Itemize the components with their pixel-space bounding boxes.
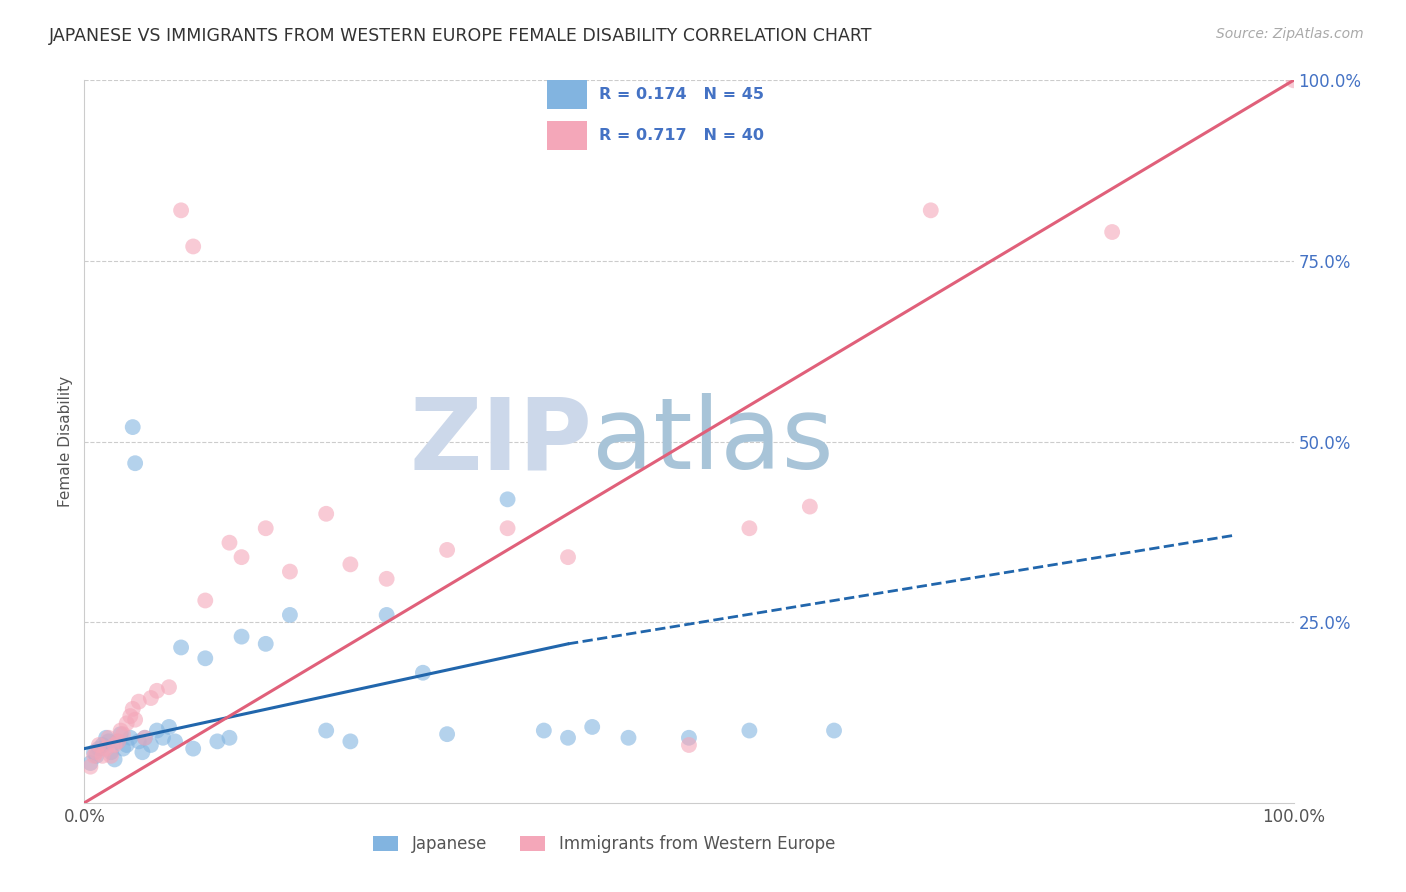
- Point: [207, 734, 229, 748]
- Text: R = 0.717   N = 40: R = 0.717 N = 40: [599, 128, 765, 143]
- Point: [278, 607, 301, 622]
- Point: [339, 558, 361, 572]
- Point: [278, 565, 301, 579]
- Point: [436, 727, 458, 741]
- Point: [97, 734, 120, 748]
- Point: [254, 521, 277, 535]
- Point: [738, 723, 761, 738]
- Point: [94, 741, 117, 756]
- Point: [738, 521, 761, 535]
- Legend: Japanese, Immigrants from Western Europe: Japanese, Immigrants from Western Europe: [367, 828, 842, 860]
- Point: [104, 752, 127, 766]
- Point: [134, 731, 156, 745]
- Point: [315, 723, 337, 738]
- Text: JAPANESE VS IMMIGRANTS FROM WESTERN EUROPE FEMALE DISABILITY CORRELATION CHART: JAPANESE VS IMMIGRANTS FROM WESTERN EURO…: [49, 27, 873, 45]
- Point: [231, 550, 253, 565]
- Point: [823, 723, 845, 738]
- Point: [115, 716, 138, 731]
- Text: ZIP: ZIP: [409, 393, 592, 490]
- Point: [170, 640, 193, 655]
- Point: [170, 203, 193, 218]
- Point: [128, 695, 150, 709]
- FancyBboxPatch shape: [547, 121, 586, 150]
- Point: [79, 756, 101, 770]
- Text: atlas: atlas: [592, 393, 834, 490]
- Point: [104, 738, 127, 752]
- FancyBboxPatch shape: [547, 80, 586, 109]
- Point: [678, 731, 700, 745]
- Point: [120, 731, 142, 745]
- Point: [139, 738, 162, 752]
- Point: [920, 203, 942, 218]
- Text: Source: ZipAtlas.com: Source: ZipAtlas.com: [1216, 27, 1364, 41]
- Point: [165, 734, 187, 748]
- Point: [91, 738, 114, 752]
- Point: [218, 535, 240, 549]
- Point: [134, 731, 156, 745]
- Point: [115, 738, 138, 752]
- Point: [375, 607, 398, 622]
- Text: R = 0.174   N = 45: R = 0.174 N = 45: [599, 87, 765, 102]
- Point: [157, 680, 180, 694]
- Point: [157, 720, 180, 734]
- Point: [254, 637, 277, 651]
- Point: [436, 542, 458, 557]
- Point: [194, 651, 217, 665]
- Point: [94, 731, 117, 745]
- Point: [97, 731, 120, 745]
- Point: [557, 550, 579, 565]
- Point: [87, 738, 110, 752]
- Point: [181, 239, 204, 253]
- Point: [112, 727, 135, 741]
- Point: [617, 731, 640, 745]
- Point: [194, 593, 217, 607]
- Point: [339, 734, 361, 748]
- Point: [1282, 73, 1305, 87]
- Point: [412, 665, 434, 680]
- Point: [120, 709, 142, 723]
- Point: [315, 507, 337, 521]
- Point: [139, 691, 162, 706]
- Point: [799, 500, 821, 514]
- Point: [112, 741, 135, 756]
- Point: [1101, 225, 1123, 239]
- Point: [121, 420, 143, 434]
- Point: [218, 731, 240, 745]
- Point: [83, 745, 105, 759]
- Point: [86, 745, 108, 759]
- Point: [152, 731, 174, 745]
- Point: [496, 521, 519, 535]
- Point: [146, 683, 169, 698]
- Point: [107, 734, 129, 748]
- Point: [375, 572, 398, 586]
- Point: [124, 456, 146, 470]
- Point: [83, 748, 105, 763]
- Point: [146, 723, 169, 738]
- Point: [110, 727, 132, 741]
- Point: [557, 731, 579, 745]
- Point: [181, 741, 204, 756]
- Point: [110, 723, 132, 738]
- Point: [533, 723, 555, 738]
- Point: [581, 720, 603, 734]
- Point: [231, 630, 253, 644]
- Point: [107, 734, 129, 748]
- Point: [100, 745, 122, 759]
- Point: [124, 713, 146, 727]
- Point: [79, 760, 101, 774]
- Y-axis label: Female Disability: Female Disability: [58, 376, 73, 508]
- Point: [100, 748, 122, 763]
- Point: [87, 741, 110, 756]
- Point: [128, 734, 150, 748]
- Point: [86, 748, 108, 763]
- Point: [91, 748, 114, 763]
- Point: [678, 738, 700, 752]
- Point: [496, 492, 519, 507]
- Point: [121, 702, 143, 716]
- Point: [131, 745, 153, 759]
